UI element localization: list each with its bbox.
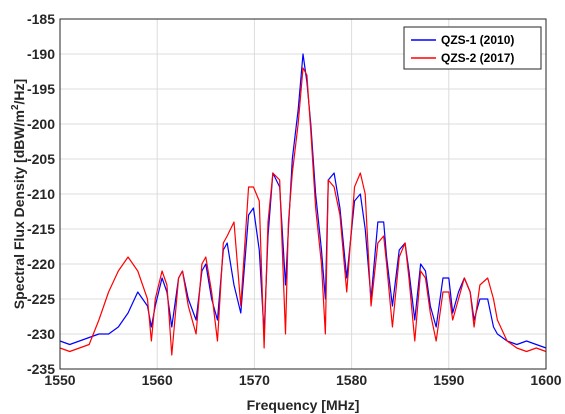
y-tick-label: -225 bbox=[27, 291, 55, 307]
x-tick-labels: 1550 1560 1570 1580 1590 1600 bbox=[44, 372, 561, 388]
legend-label-qzs1: QZS-1 (2010) bbox=[441, 33, 514, 47]
y-tick-label: -205 bbox=[27, 151, 55, 167]
x-tick-label: 1590 bbox=[433, 372, 464, 388]
y-axis-label-main: Spectral Flux Density [dBW/m bbox=[11, 110, 27, 309]
y-tick-label: -230 bbox=[27, 326, 55, 342]
y-tick-label: -235 bbox=[27, 361, 55, 377]
grid bbox=[60, 19, 546, 369]
legend-box bbox=[403, 26, 542, 70]
y-axis-label: Spectral Flux Density [dBW/m2/Hz] bbox=[10, 79, 27, 309]
y-tick-label: -215 bbox=[27, 221, 55, 237]
x-tick-label: 1550 bbox=[44, 372, 75, 388]
y-tick-label: -195 bbox=[27, 81, 55, 97]
y-tick-labels: -185 -190 -195 -200 -205 -210 -215 -220 -225 -230… bbox=[27, 11, 55, 377]
x-axis-label: Frequency [MHz] bbox=[247, 397, 360, 413]
x-tick-label: 1560 bbox=[142, 372, 173, 388]
y-tick-label: -220 bbox=[27, 256, 55, 272]
y-tick-label: -190 bbox=[27, 46, 55, 62]
y-tick-label: -185 bbox=[27, 11, 55, 27]
y-axis-label-sup: 2 bbox=[10, 104, 21, 110]
y-tick-label: -210 bbox=[27, 186, 55, 202]
y-axis-label-suffix: /Hz] bbox=[11, 79, 27, 105]
series-line-qzs2 bbox=[59, 67, 547, 356]
y-tick-label: -200 bbox=[27, 116, 55, 132]
legend: QZS-1 (2010) QZS-2 (2017) bbox=[403, 26, 542, 70]
x-tick-label: 1580 bbox=[336, 372, 367, 388]
x-tick-label: 1570 bbox=[239, 372, 270, 388]
series-layer bbox=[59, 53, 547, 356]
x-tick-label: 1600 bbox=[530, 372, 561, 388]
legend-label-qzs2: QZS-2 (2017) bbox=[441, 51, 514, 65]
plot-frame bbox=[59, 18, 547, 370]
